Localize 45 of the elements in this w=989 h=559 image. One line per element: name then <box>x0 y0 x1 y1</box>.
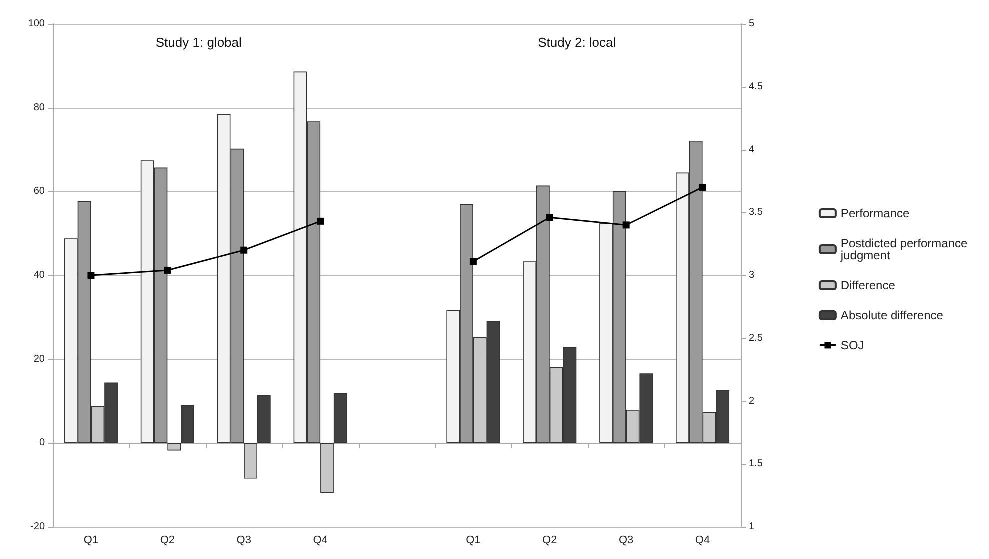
y-tick-label: 20 <box>34 354 46 365</box>
x-tick-label: Q1 <box>466 534 481 546</box>
y-tick-label: -20 <box>30 522 46 532</box>
y2-tick-label: 3 <box>749 270 755 281</box>
point <box>470 258 477 266</box>
x-tick-label: Q3 <box>618 534 634 546</box>
y-tick-label: 80 <box>34 102 46 114</box>
point <box>317 218 324 225</box>
y2-tick-label: 1.5 <box>749 458 764 470</box>
point <box>164 266 172 274</box>
y2-tick-label: 4 <box>749 144 755 156</box>
x-tick-label: Q4 <box>695 534 710 546</box>
legend-label: SOJ <box>840 338 864 352</box>
y2-tick-label: 4.5 <box>749 81 764 92</box>
point <box>240 246 248 254</box>
legend-label: Difference <box>840 278 896 292</box>
legend-label: Postdicted performance judgment <box>840 236 972 262</box>
y2-tick-label: 1 <box>749 522 755 532</box>
bar <box>244 443 258 479</box>
x-tick-label: Q4 <box>313 534 328 546</box>
x-tick-label: Q2 <box>160 534 176 546</box>
bar <box>181 405 194 444</box>
y2-tick-label: 5 <box>749 18 755 30</box>
legend-label: Absolute difference <box>840 308 944 322</box>
legend-label: Performance <box>840 206 910 220</box>
y2-tick-label: 2 <box>749 396 755 407</box>
x-tick-label: Q2 <box>542 534 558 546</box>
y2-tick-label: 2.5 <box>749 332 764 344</box>
x-tick-label: Q1 <box>84 534 99 546</box>
y-tick-label: 40 <box>34 270 46 281</box>
x-tick-label: Q3 <box>236 534 252 546</box>
bar <box>257 395 271 444</box>
point <box>699 184 706 191</box>
annotation: Study 1: global <box>156 35 242 50</box>
point <box>88 272 95 279</box>
bar <box>168 443 182 451</box>
bar <box>320 443 334 494</box>
point <box>622 222 630 229</box>
y2-tick-label: 3.5 <box>749 207 764 218</box>
y-tick-label: 0 <box>39 438 46 449</box>
y-tick-label: 100 <box>28 18 46 30</box>
y-tick-label: 60 <box>34 186 46 198</box>
point <box>546 214 554 222</box>
bar <box>334 393 348 444</box>
annotation: Study 2: local <box>538 35 616 50</box>
